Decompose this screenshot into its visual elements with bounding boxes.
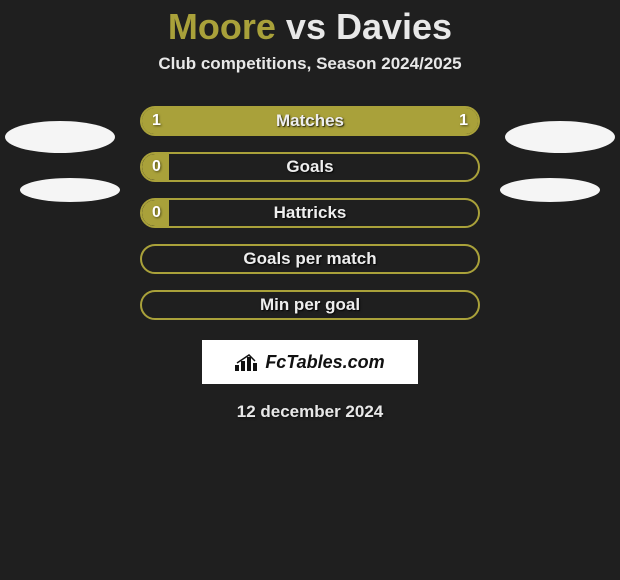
stat-row: Min per goal: [140, 290, 480, 320]
stat-value-right: 1: [459, 112, 468, 130]
photo-placeholder-left-1: [5, 121, 115, 153]
stat-value-left: 1: [152, 112, 161, 130]
barchart-icon: [235, 353, 259, 371]
vs-label: vs: [286, 6, 326, 47]
player1-name: Moore: [168, 6, 276, 47]
photo-placeholder-right-2: [500, 178, 600, 202]
stat-value-left: 0: [152, 204, 161, 222]
stat-row: 1 Matches 1: [140, 106, 480, 136]
stats-table: 1 Matches 1 0 Goals 0 Hattricks: [140, 106, 480, 320]
stat-row: Goals per match: [140, 244, 480, 274]
stat-label: Matches: [276, 111, 344, 131]
player2-name: Davies: [336, 6, 452, 47]
photo-placeholder-right-1: [505, 121, 615, 153]
stat-label: Min per goal: [260, 295, 360, 315]
stat-row: 0 Hattricks: [140, 198, 480, 228]
date-label: 12 december 2024: [0, 402, 620, 422]
stat-value-left: 0: [152, 158, 161, 176]
logo-text: FcTables.com: [265, 352, 384, 373]
stat-label: Goals per match: [243, 249, 376, 269]
stat-label: Hattricks: [274, 203, 347, 223]
page-title: Moore vs Davies: [0, 6, 620, 48]
subtitle: Club competitions, Season 2024/2025: [0, 54, 620, 74]
photo-placeholder-left-2: [20, 178, 120, 202]
comparison-card: Moore vs Davies Club competitions, Seaso…: [0, 0, 620, 580]
stat-label: Goals: [286, 157, 333, 177]
logo-box: FcTables.com: [202, 340, 418, 384]
stat-row: 0 Goals: [140, 152, 480, 182]
site-logo: FcTables.com: [235, 352, 384, 373]
